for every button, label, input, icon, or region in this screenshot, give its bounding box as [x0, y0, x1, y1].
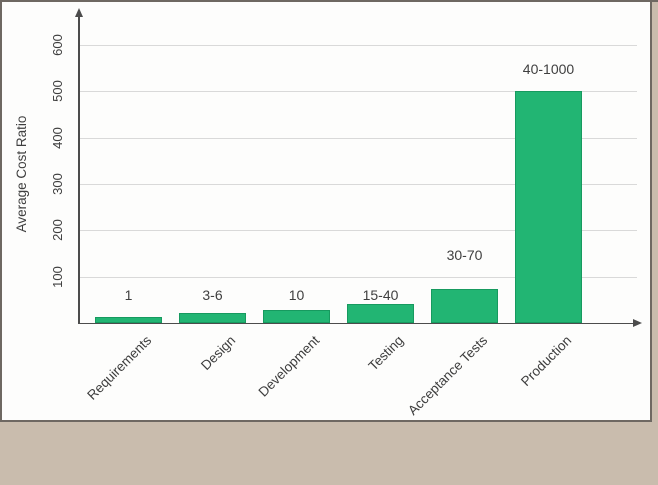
- gridline-400: [78, 137, 637, 139]
- gridline-100: [78, 276, 637, 278]
- gridline-600: [78, 45, 637, 47]
- bar-value-label-design: 3-6: [202, 287, 223, 303]
- bar-testing: [347, 304, 414, 323]
- bar-requirements: [95, 316, 162, 323]
- x-tick-label-testing: Testing: [364, 332, 406, 374]
- bar-value-label-requirements: 1: [124, 287, 133, 303]
- bar-value-label-acceptance-tests: 30-70: [446, 247, 483, 263]
- gridline-300: [78, 184, 637, 185]
- x-tick-label-production: Production: [517, 332, 574, 389]
- y-tick-label-600: 600: [50, 34, 65, 56]
- x-tick-label-acceptance-tests: Acceptance Tests: [404, 332, 490, 418]
- plot-area: Average Cost Ratio 100 200 300 400 500 600 Re…: [2, 2, 650, 420]
- bar-value-label-testing: 15-40: [362, 287, 399, 303]
- chart-page: { "window": { "background_margin_color":…: [0, 0, 658, 422]
- y-axis-title: Average Cost Ratio: [14, 115, 29, 233]
- bar-development: [263, 310, 330, 323]
- bar-design: [179, 313, 246, 323]
- x-tick-label-design: Design: [197, 332, 238, 374]
- x-axis-arrow-icon: [633, 319, 642, 327]
- bar-value-label-production: 40-1000: [522, 61, 575, 77]
- bar-acceptance-tests: [431, 289, 498, 323]
- gridline-500: [78, 91, 637, 93]
- frame-top-edge: [652, 0, 658, 2]
- y-axis-line: [78, 16, 80, 323]
- x-axis-line: [78, 322, 635, 324]
- chart-frame: Average Cost Ratio 100 200 300 400 500 600 Re…: [0, 0, 652, 422]
- x-tick-label-development: Development: [254, 332, 322, 400]
- x-tick-label-requirements: Requirements: [83, 332, 154, 403]
- y-axis-arrow-icon: [75, 8, 83, 17]
- gridline-200: [78, 230, 637, 232]
- bar-value-label-development: 10: [288, 287, 305, 303]
- bar-production: [515, 91, 582, 323]
